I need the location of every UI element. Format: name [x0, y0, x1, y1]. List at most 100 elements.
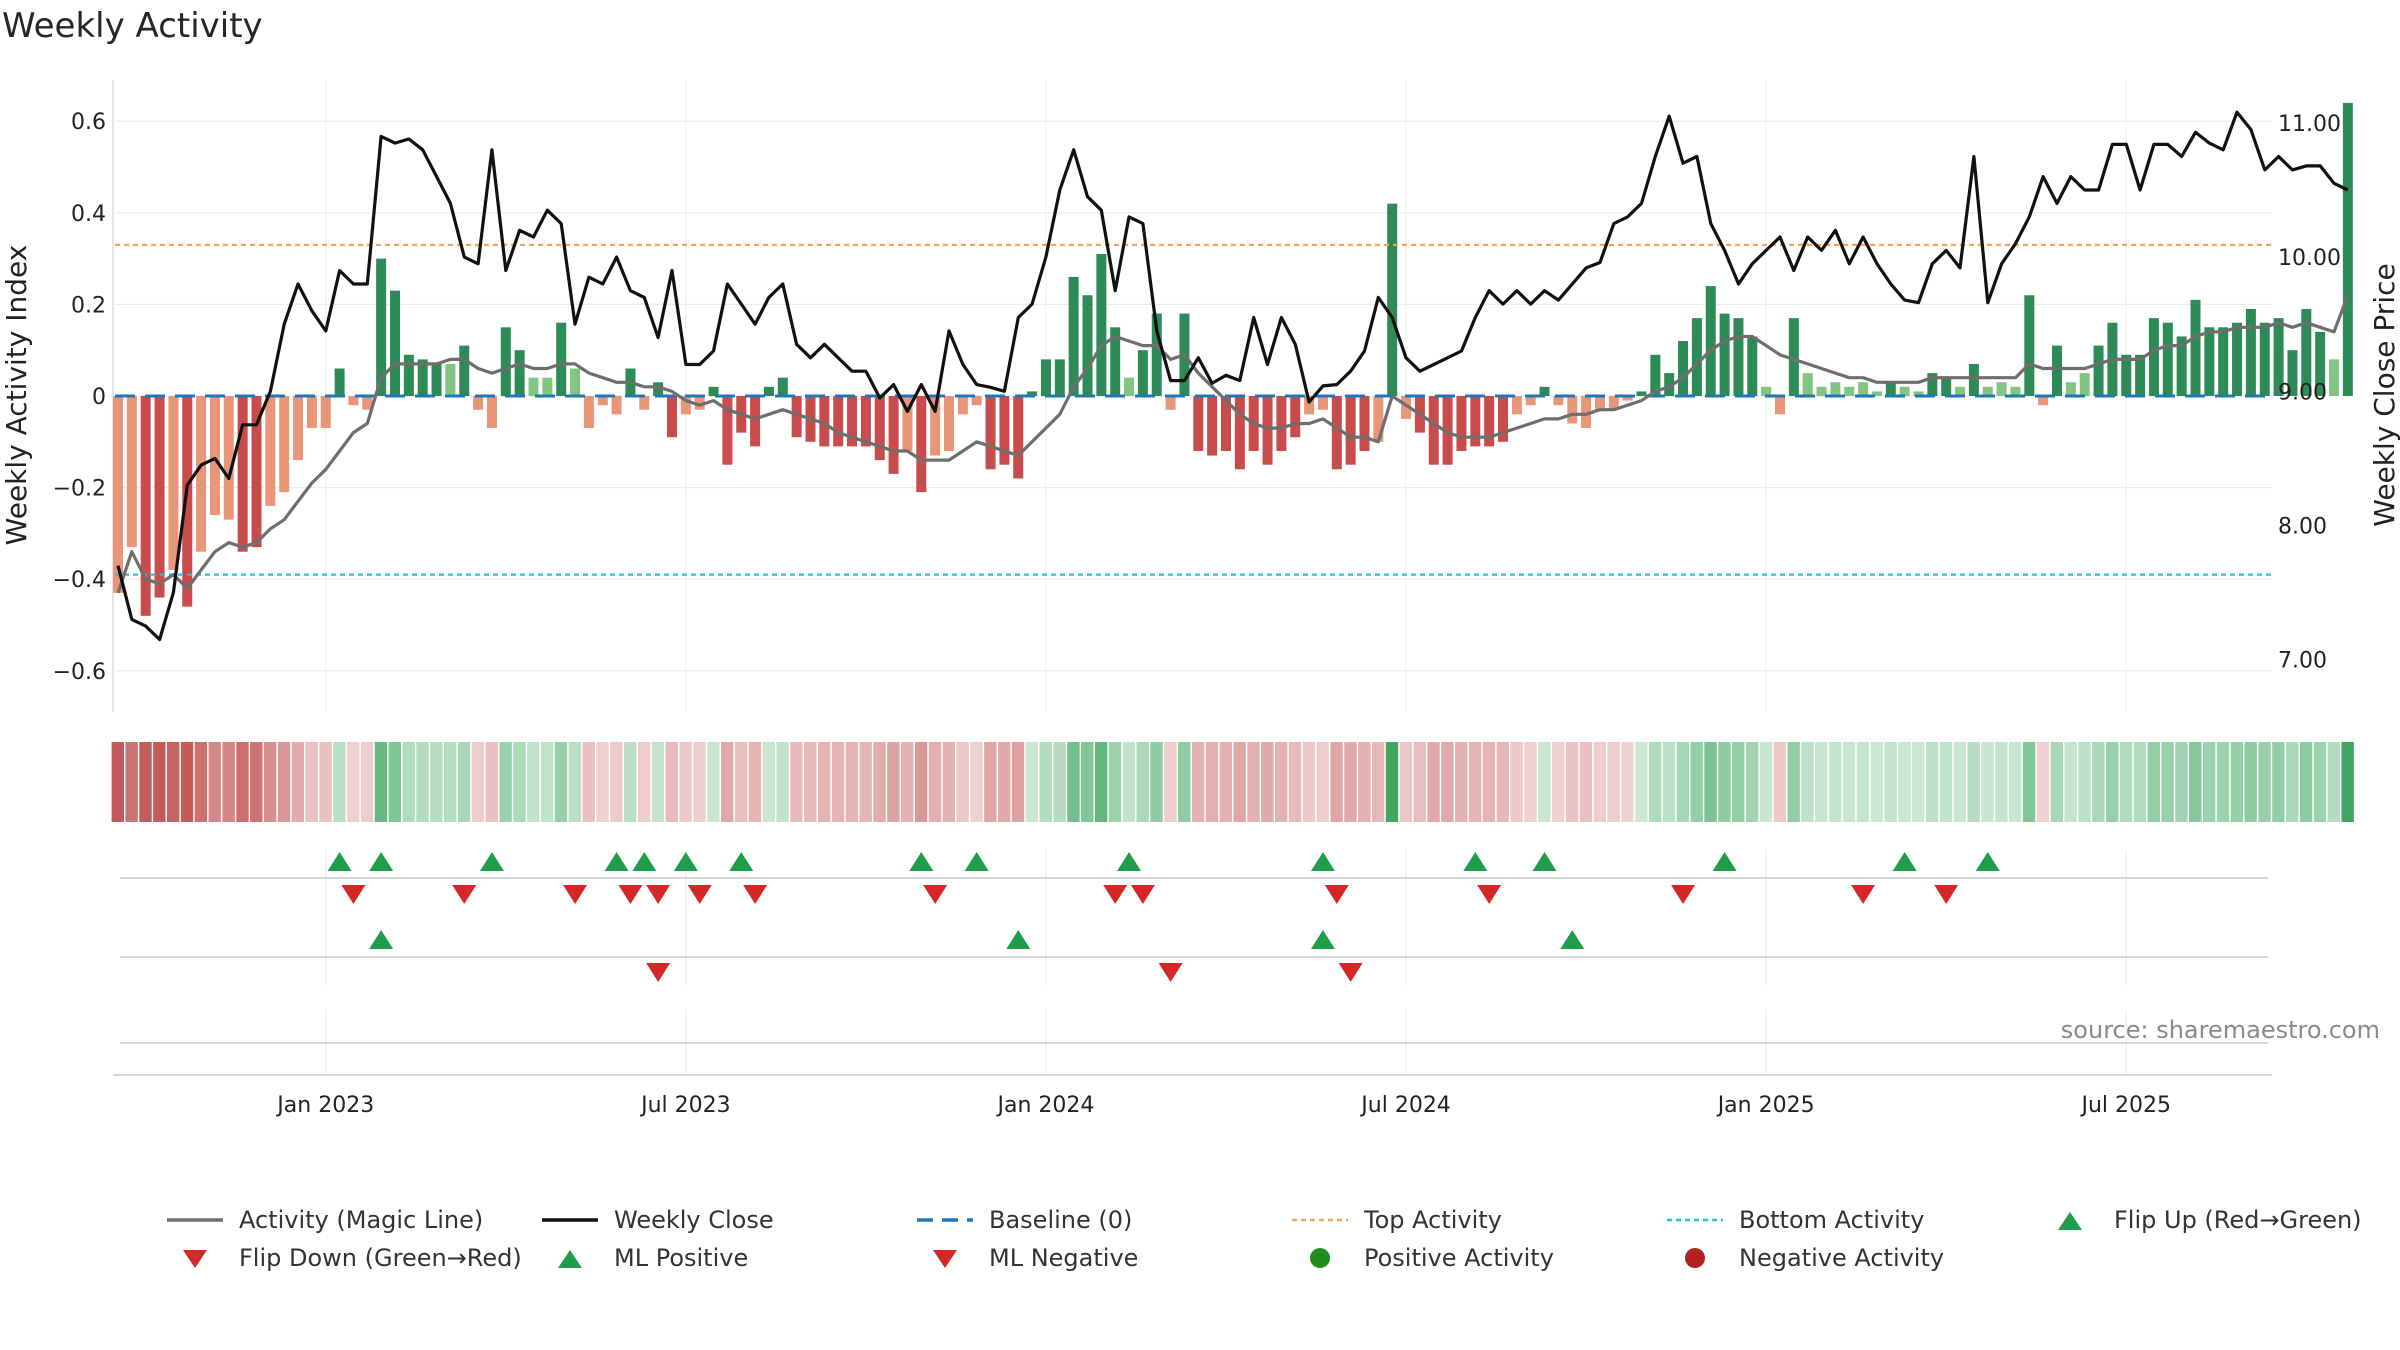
activity-bar	[168, 396, 179, 571]
heat-strip-cell	[2272, 742, 2285, 822]
flip-down-marker	[618, 885, 643, 904]
activity-bar	[847, 396, 858, 447]
heat-strip-cell	[485, 742, 498, 822]
activity-bar	[1761, 386, 1772, 396]
legend-label: Positive Activity	[1364, 1244, 1554, 1272]
heat-strip-cell	[901, 742, 914, 822]
y-axis-ticks: 0.6 0.4 0.2 0 −0.2 −0.4 −0.6	[53, 110, 106, 685]
heat-strip-cell	[291, 742, 305, 822]
legend-item: Negative Activity	[1665, 1240, 1944, 1276]
legend-label: ML Negative	[989, 1244, 1139, 1272]
flip-up-marker	[729, 852, 754, 871]
activity-bar	[403, 354, 414, 396]
activity-bar	[611, 396, 622, 415]
heat-strip-cell	[1441, 742, 1454, 822]
activity-bar	[196, 396, 207, 552]
heat-strip-cell	[1081, 742, 1094, 822]
heat-strip-cell	[360, 742, 374, 822]
activity-bar	[2287, 350, 2298, 396]
heat-strip-cell	[790, 742, 803, 822]
activity-bar	[2176, 336, 2187, 396]
activity-bar	[1941, 377, 1952, 396]
flip-up-marker	[604, 852, 629, 871]
heat-strip-cell	[2036, 742, 2050, 822]
legend-label: Negative Activity	[1739, 1244, 1945, 1272]
heat-strip-cell	[457, 742, 471, 822]
activity-bar	[528, 377, 539, 396]
legend-item: Bottom Activity	[1665, 1202, 1924, 1238]
activity-bar	[348, 396, 359, 406]
line-swatch-icon	[1667, 1218, 1723, 1222]
legend-item: Weekly Close	[540, 1202, 774, 1238]
y-tick-label: 0.4	[71, 202, 106, 227]
activity-bar	[999, 396, 1010, 465]
line-swatch-icon	[917, 1218, 973, 1222]
legend-item: Flip Up (Red→Green)	[2040, 1202, 2362, 1238]
activity-bar	[514, 350, 525, 396]
activity-bar	[154, 396, 165, 598]
heat-strip-cell	[1427, 742, 1440, 822]
legend-item: ML Negative	[915, 1240, 1138, 1276]
heat-strip-cell	[1288, 742, 1302, 822]
activity-bar	[1581, 396, 1592, 429]
flip-up-marker	[1892, 852, 1917, 871]
flip-up-marker	[909, 852, 934, 871]
legend-item: ML Positive	[540, 1240, 748, 1276]
heat-strip-cell	[1178, 742, 1191, 822]
flip-down-marker	[1338, 963, 1363, 982]
activity-bar	[1262, 396, 1273, 465]
weekly-close-line	[116, 110, 2349, 642]
activity-bar	[722, 396, 733, 465]
flip-down-marker	[646, 963, 671, 982]
activity-bar	[1899, 386, 1910, 396]
activity-bar	[1816, 386, 1827, 396]
activity-bar	[653, 382, 664, 396]
heat-strip-cell	[1995, 742, 2008, 822]
heat-strip-cell	[2313, 742, 2327, 822]
heat-strip-cell	[167, 742, 180, 822]
heat-strip-cell	[2106, 742, 2119, 822]
activity-bar	[2342, 102, 2353, 396]
heat-strip-cell	[1967, 742, 1980, 822]
legend-label: ML Positive	[614, 1244, 749, 1272]
flip-up-marker	[1310, 930, 1335, 949]
activity-bar	[2204, 327, 2215, 396]
heat-strip-cell	[374, 742, 388, 822]
activity-bar	[1996, 382, 2007, 396]
activity-bar	[680, 396, 691, 415]
flip-up-marker	[327, 852, 352, 871]
heat-strip-cell	[111, 742, 124, 822]
heat-strip-cell	[1094, 742, 1108, 822]
y-tick-label: −0.6	[53, 660, 106, 685]
activity-bar	[874, 396, 885, 461]
legend-item: Baseline (0)	[915, 1202, 1132, 1238]
activity-bar	[2259, 322, 2270, 396]
activity-bar	[570, 368, 581, 396]
heat-strip-cell	[2258, 742, 2271, 822]
heat-strip-cell	[1704, 742, 1717, 822]
triangle-marker-icon	[2058, 1212, 2082, 1230]
activity-bar	[1124, 377, 1135, 396]
activity-bar	[2052, 345, 2062, 396]
heat-strip-cell	[554, 742, 568, 822]
activity-bar	[2162, 322, 2173, 396]
flip-up-marker	[369, 930, 394, 949]
heat-strip-cell	[721, 742, 734, 822]
legend-label: Bottom Activity	[1739, 1206, 1925, 1234]
activity-bar	[556, 322, 567, 396]
heat-strip-cell	[250, 742, 263, 822]
activity-bar	[1151, 313, 1162, 396]
heat-strip-cell	[2175, 742, 2188, 822]
flip-down-marker	[1103, 885, 1128, 904]
heat-strip-cell	[2341, 742, 2354, 822]
heat-strip-cell	[1953, 742, 1967, 822]
activity-bars	[113, 102, 2353, 616]
heat-strip-cell	[2147, 742, 2160, 822]
activity-bar	[1678, 341, 1689, 396]
activity-bar	[1110, 327, 1121, 396]
activity-bar	[223, 396, 234, 520]
activity-bar	[486, 396, 497, 429]
activity-bar	[1165, 396, 1176, 410]
heat-strip-cell	[1912, 742, 1925, 822]
activity-bar	[1802, 373, 1813, 396]
